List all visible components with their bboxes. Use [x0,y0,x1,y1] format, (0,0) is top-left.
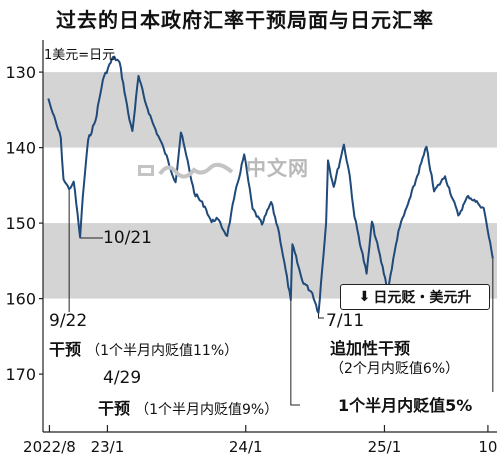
annotation-date-9-22: 9/22 [49,311,88,331]
down-arrow-icon: ⬇ [358,289,371,305]
y-tick-label-160: 160 [5,290,36,309]
ref-line-7-11 [318,312,324,319]
x-tick-label-0: 2022/8 [23,438,76,456]
y-tick-label-150: 150 [5,214,36,233]
ref-line-10-21 [79,237,103,239]
x-tick-label-2: 24/1 [229,438,263,456]
annotation-intervention-2022: 干预 （1个半月内贬值11%） [49,336,238,360]
annotation-date-7-11: 7/11 [326,311,365,331]
watermark: 中文网 [138,152,309,181]
y-tick-label-140: 140 [5,139,36,158]
band-0 [43,72,497,148]
annotation-note-9-22: （1个半月内贬值11%） [86,343,239,359]
annotation-date-4-29: 4/29 [103,368,142,388]
annotation-date-10-21: 10/21 [103,228,152,248]
x-tick-label-4: 10 [478,438,497,456]
y-tick-label-130: 130 [5,63,36,82]
x-tick-label-1: 23/1 [91,438,125,456]
annotation-label-4-29: 干预 [98,399,131,418]
x-axis: 2022/8 23/1 24/1 25/1 10 [23,425,497,456]
annotation-label-7-11: 追加性干预 [330,339,411,358]
y-unit-label: 1美元=日元 [44,48,116,63]
ref-line-4-29 [290,300,300,406]
y-axis: 130 140 150 160 170 [5,40,44,432]
x-tick-label-3: 25/1 [368,438,402,456]
annotation-latest-depreciation: 1个半月内贬值5% [338,396,473,415]
series-layer [47,55,494,314]
annotation-note-4-29: （1个半月内贬值9%） [135,402,279,418]
watermark-text: 中文网 [245,156,309,180]
annotation-label-9-22: 干预 [49,340,82,359]
watermark-logo-icon [138,162,234,178]
y-tick-label-170: 170 [5,365,36,384]
direction-label: 日元贬・美元升 [373,290,472,306]
chart-title: 过去的日本政府汇率干预局面与日元汇率 [56,8,434,32]
direction-badge: ⬇ 日元贬・美元升 [340,284,490,310]
band-layer [43,72,497,299]
series-line-usd-jpy [47,55,494,314]
annotation-note-7-11: （2个月内贬值6%） [330,361,460,377]
annotation-intervention-2024: 干预 （1个半月内贬值9%） [98,395,278,419]
